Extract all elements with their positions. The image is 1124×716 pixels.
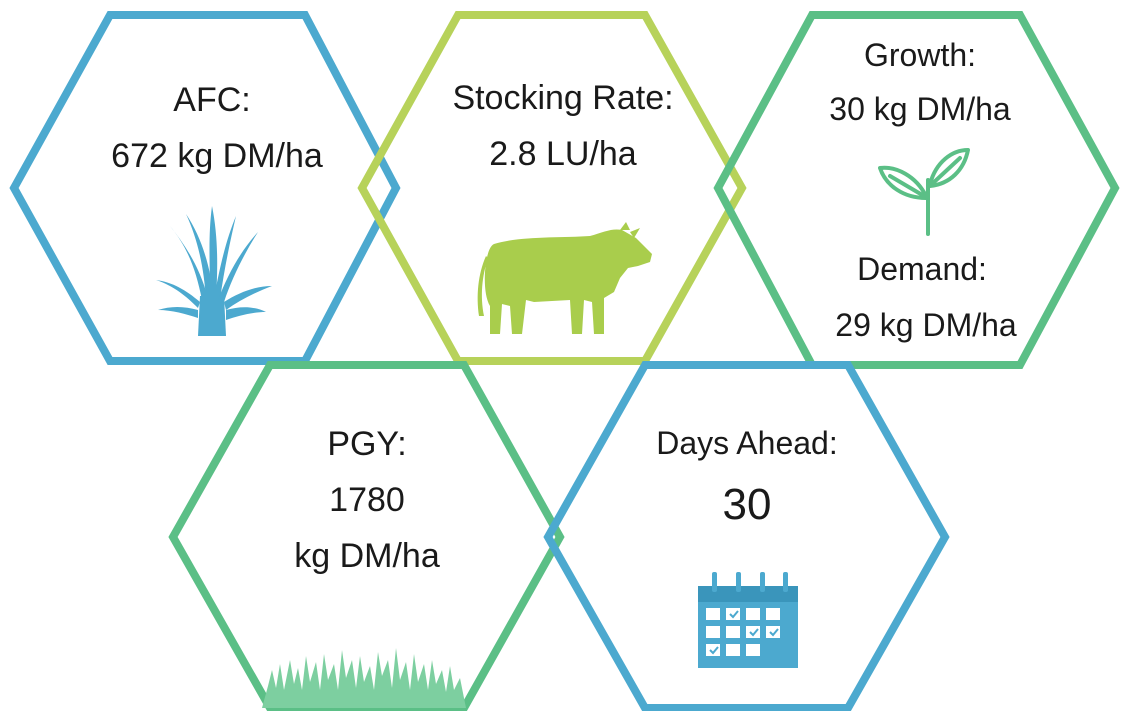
pgy-value-line1: 1780 bbox=[329, 481, 405, 519]
growth-label: Growth: bbox=[863, 37, 977, 73]
days-ahead-label: Days Ahead: bbox=[656, 425, 838, 461]
days-ahead-value: 30 bbox=[722, 480, 772, 529]
afc-label: AFC: bbox=[173, 81, 251, 119]
pgy-label: PGY: bbox=[327, 425, 407, 463]
stocking-rate-label: Stocking Rate: bbox=[452, 79, 674, 117]
hexagon-growth-demand bbox=[713, 11, 1120, 369]
cow-icon bbox=[477, 222, 652, 334]
calendar-icon bbox=[698, 572, 798, 668]
demand-label: Demand: bbox=[857, 251, 987, 287]
afc-value: 672 kg DM/ha bbox=[111, 137, 323, 175]
growth-value: 30 kg DM/ha bbox=[829, 91, 1011, 127]
sprout-icon bbox=[878, 148, 970, 236]
pgy-value-line2: kg DM/ha bbox=[294, 537, 440, 575]
grass-tuft-icon bbox=[156, 206, 272, 336]
demand-value: 29 kg DM/ha bbox=[835, 307, 1017, 343]
hexagon-stocking-rate bbox=[357, 11, 747, 365]
stocking-rate-value: 2.8 LU/ha bbox=[489, 135, 637, 173]
grass-field-icon bbox=[262, 648, 466, 708]
hexagon-days-ahead bbox=[543, 361, 950, 712]
